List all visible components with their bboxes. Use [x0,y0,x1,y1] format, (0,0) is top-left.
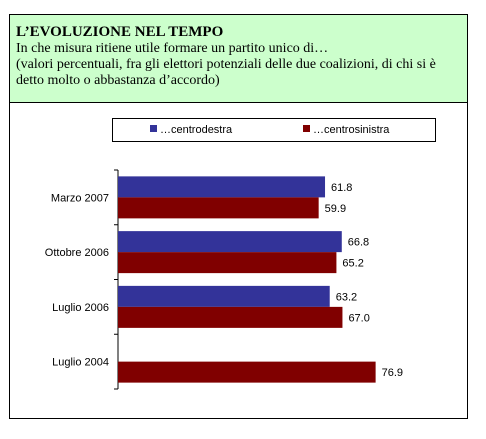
category-label: Marzo 2007 [51,192,109,204]
chart-note: (valori percentuali, fra gli elettori po… [16,57,436,88]
data-label: 65.2 [342,258,363,270]
bar [118,361,376,383]
data-label: 76.9 [382,367,403,379]
chart-frame: L’EVOLUZIONE NEL TEMPO In che misura rit… [9,14,468,419]
category-label: Luglio 2004 [52,357,109,369]
chart-title: L’EVOLUZIONE NEL TEMPO [16,24,224,40]
data-label: 63.2 [336,291,357,303]
legend-label-centrosinistra: …centrosinistra [313,124,390,136]
category-label: Luglio 2006 [52,302,109,314]
legend-swatch-centrosinistra [303,125,310,132]
legend-swatch-centrodestra [150,125,157,132]
bar [118,197,319,219]
bar [118,231,342,253]
bar [118,252,337,274]
bar [118,176,326,198]
data-label: 59.9 [325,203,346,215]
data-label: 66.8 [348,237,369,249]
legend-item-centrosinistra: …centrosinistra [303,124,389,138]
chart-header: L’EVOLUZIONE NEL TEMPO In che misura rit… [10,15,467,103]
legend-item-centrodestra: …centrodestra [150,124,232,138]
chart-subtitle: In che misura ritiene utile formare un p… [16,41,329,56]
bar [118,285,330,307]
legend-label-centrodestra: …centrodestra [160,124,233,136]
data-label: 67.0 [348,312,369,324]
bar [118,306,343,328]
data-label: 61.8 [331,182,352,194]
category-label: Ottobre 2006 [45,247,109,259]
chart-legend: …centrodestra …centrosinistra [112,118,436,142]
